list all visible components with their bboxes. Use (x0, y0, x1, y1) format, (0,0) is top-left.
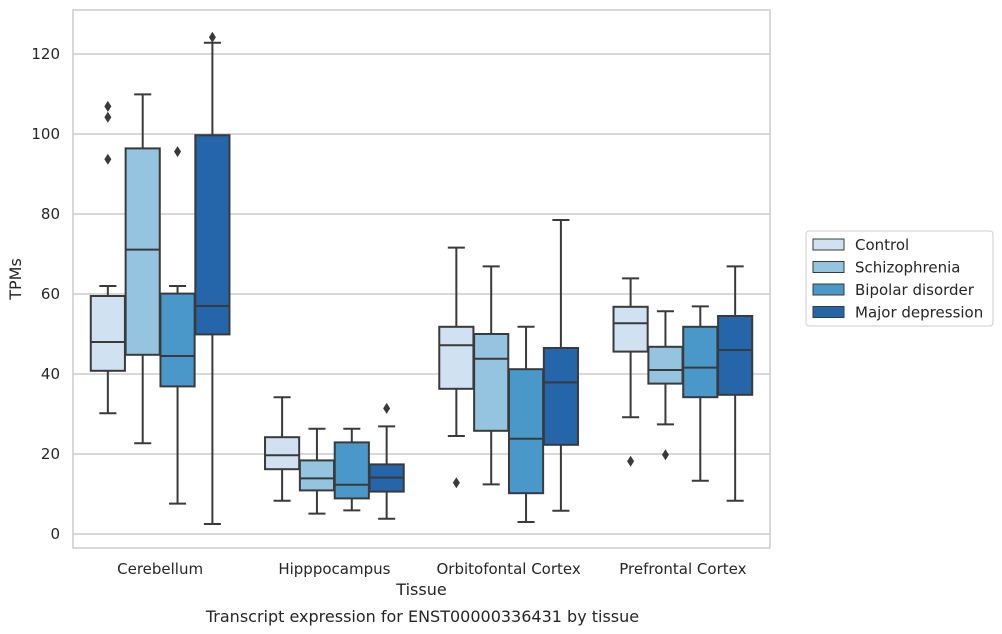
y-axis-label: TPMs (6, 258, 25, 301)
x-axis-ticks: Cerebellum Hipppocampus Orbitofontal Corte… (117, 560, 746, 578)
box-plot (473, 265, 510, 486)
y-tick-label: 40 (41, 365, 60, 383)
x-axis-label: Tissue (395, 580, 446, 599)
box-plot (507, 325, 545, 523)
outlier-point (383, 402, 391, 414)
legend-swatch (812, 306, 845, 318)
box-plot (264, 396, 301, 502)
outlier-point (104, 100, 112, 112)
box (298, 459, 336, 492)
box (264, 436, 301, 471)
outlier-point (452, 477, 460, 489)
box (717, 315, 754, 396)
box-plot (124, 93, 161, 445)
box (194, 134, 231, 336)
box-plot (682, 305, 719, 482)
box (438, 325, 475, 390)
box-plot (368, 402, 405, 520)
box (124, 147, 161, 356)
y-tick-label: 20 (41, 445, 60, 463)
box (647, 345, 684, 385)
box (89, 295, 126, 372)
legend-label: Major depression (855, 304, 983, 322)
legend-swatch (812, 238, 845, 251)
box (542, 347, 579, 446)
box (159, 292, 196, 388)
x-tick-label: Orbitofontal Cortex (437, 560, 581, 578)
box-plot (717, 265, 754, 502)
legend-frame (805, 230, 994, 327)
y-tick-label: 0 (50, 525, 60, 543)
outlier-point (661, 449, 669, 461)
y-axis-ticks: 0 20 40 60 80 100 120 (31, 45, 60, 543)
box (612, 305, 649, 353)
box (507, 368, 545, 495)
outlier-point (104, 111, 112, 123)
y-tick-label: 120 (31, 45, 60, 63)
outlier-point (208, 31, 216, 43)
box-plot (159, 146, 196, 505)
plot-frame (72, 9, 771, 549)
box (473, 333, 510, 432)
box-plot (438, 246, 475, 489)
legend-label: Bipolar disorder (855, 281, 975, 299)
chart-caption: Transcript expression for ENST0000033643… (205, 607, 639, 626)
box-plot (542, 219, 579, 512)
box-plots (89, 31, 754, 525)
legend-label: Control (855, 236, 909, 254)
outlier-point (627, 455, 635, 467)
x-tick-label: Cerebellum (117, 560, 203, 578)
y-tick-label: 60 (41, 285, 60, 303)
legend-label: Schizophrenia (855, 259, 960, 277)
legend: Control Schizophrenia Bipolar disorder Majo… (805, 230, 994, 327)
box-plot (89, 100, 126, 415)
box-plot (333, 427, 370, 512)
box-plot (647, 310, 684, 461)
box (682, 325, 719, 399)
legend-swatch (812, 261, 845, 273)
y-tick-label: 100 (31, 125, 60, 143)
outlier-point (104, 153, 112, 165)
box-plot (298, 427, 336, 515)
outlier-point (174, 146, 182, 158)
box-plot (612, 277, 649, 467)
x-tick-label: Hipppocampus (278, 560, 390, 578)
legend-swatch (812, 283, 845, 296)
box (333, 441, 370, 500)
y-tick-label: 80 (41, 205, 60, 223)
box-plot (194, 31, 231, 525)
x-tick-label: Prefrontal Cortex (619, 560, 746, 578)
